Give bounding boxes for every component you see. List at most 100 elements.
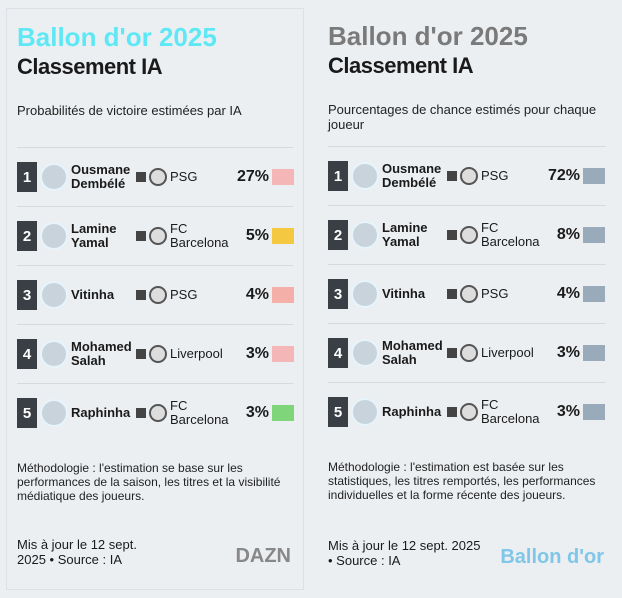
avatar <box>351 280 379 308</box>
subtitle: Probabilités de victoire estimées par IA <box>17 103 242 118</box>
nationality-icon <box>447 171 457 181</box>
player-row[interactable]: 1 Ousmane Dembélé PSG 27% <box>17 147 294 206</box>
player-name: Ousmane Dembélé <box>71 162 131 191</box>
probability: 3% <box>556 344 580 361</box>
club-crest-icon <box>149 286 167 304</box>
player-row[interactable]: 3 Vitinha PSG 4% <box>328 264 606 323</box>
rank-badge: 4 <box>328 338 348 368</box>
club-crest-icon <box>460 285 478 303</box>
nationality-icon <box>136 172 146 182</box>
player-name: Vitinha <box>382 286 426 301</box>
kicker: Ballon d'or 2025 <box>328 21 528 51</box>
rank-badge: 3 <box>17 280 37 310</box>
player-name: Mohamed Salah <box>382 338 443 367</box>
nationality-icon <box>136 408 146 418</box>
country-flag-icon <box>583 286 605 302</box>
club-crest-icon <box>460 167 478 185</box>
logo: Ballon d'or <box>500 546 604 568</box>
club-crest-icon <box>460 403 478 421</box>
player-row[interactable]: 2 Lamine Yamal FC Barcelona 5% <box>17 206 294 265</box>
club-crest-icon <box>460 226 478 244</box>
club-name: FC Barcelona <box>170 398 229 427</box>
club-name: PSG <box>481 168 509 183</box>
rank-badge: 5 <box>328 397 348 427</box>
logo: DAZN <box>235 545 291 567</box>
club-crest-icon <box>149 168 167 186</box>
player-name: Vitinha <box>71 287 115 302</box>
club-crest-icon <box>149 345 167 363</box>
probability: 4% <box>245 286 269 303</box>
page-title: Classement IA <box>17 54 163 79</box>
country-flag-icon <box>272 405 294 421</box>
subtitle: Pourcentages de chance estimés pour chaq… <box>328 102 597 132</box>
player-name: Mohamed Salah <box>71 339 132 368</box>
nationality-icon <box>447 407 457 417</box>
methodology-text: Méthodologie : l'estimation se base sur … <box>17 461 281 503</box>
country-flag-icon <box>583 345 605 361</box>
country-flag-icon <box>272 228 294 244</box>
avatar <box>40 163 68 191</box>
player-row[interactable]: 3 Vitinha PSG 4% <box>17 265 294 324</box>
club-name: FC Barcelona <box>170 221 229 250</box>
probability: 3% <box>245 345 269 362</box>
country-flag-icon <box>583 168 605 184</box>
nationality-icon <box>447 348 457 358</box>
rank-badge: 1 <box>328 161 348 191</box>
player-row[interactable]: 4 Mohamed Salah Liverpool 3% <box>328 323 606 382</box>
club-crest-icon <box>149 404 167 422</box>
player-name: Lamine Yamal <box>71 221 117 250</box>
club-name: PSG <box>170 287 198 302</box>
probability: 5% <box>245 227 269 244</box>
nationality-icon <box>447 289 457 299</box>
avatar <box>351 221 379 249</box>
player-row[interactable]: 5 Raphinha FC Barcelona 3% <box>17 383 294 442</box>
methodology-text: Méthodologie : l'estimation est basée su… <box>328 460 596 502</box>
country-flag-icon <box>583 227 605 243</box>
player-row[interactable]: 5 Raphinha FC Barcelona 3% <box>328 382 606 441</box>
avatar <box>351 339 379 367</box>
country-flag-icon <box>272 169 294 185</box>
avatar <box>40 340 68 368</box>
club-name: Liverpool <box>170 346 223 361</box>
club-crest-icon <box>460 344 478 362</box>
avatar <box>40 222 68 250</box>
probability: 8% <box>556 226 580 243</box>
nationality-icon <box>447 230 457 240</box>
nationality-icon <box>136 231 146 241</box>
probability: 72% <box>547 167 580 184</box>
player-row[interactable]: 4 Mohamed Salah Liverpool 3% <box>17 324 294 383</box>
right-panel: Ballon d'or 2025 Classement IA Pourcenta… <box>318 8 616 590</box>
club-name: FC Barcelona <box>481 220 540 249</box>
probability: 3% <box>556 403 580 420</box>
left-panel: Ballon d'or 2025 Classement IA Probabili… <box>6 8 304 590</box>
avatar <box>351 162 379 190</box>
player-name: Ousmane Dembélé <box>382 161 442 190</box>
update-meta: Mis à jour le 12 sept. 2025 • Source : I… <box>328 538 481 568</box>
nationality-icon <box>136 290 146 300</box>
rank-badge: 2 <box>17 221 37 251</box>
probability: 27% <box>236 168 269 185</box>
probability: 4% <box>556 285 580 302</box>
kicker: Ballon d'or 2025 <box>17 22 217 52</box>
country-flag-icon <box>583 404 605 420</box>
player-row[interactable]: 2 Lamine Yamal FC Barcelona 8% <box>328 205 606 264</box>
rank-badge: 2 <box>328 220 348 250</box>
avatar <box>351 398 379 426</box>
country-flag-icon <box>272 287 294 303</box>
club-name: PSG <box>481 286 509 301</box>
player-name: Lamine Yamal <box>382 220 428 249</box>
player-row[interactable]: 1 Ousmane Dembélé PSG 72% <box>328 146 606 205</box>
rank-badge: 3 <box>328 279 348 309</box>
rank-badge: 4 <box>17 339 37 369</box>
page-title: Classement IA <box>328 53 474 78</box>
nationality-icon <box>136 349 146 359</box>
club-crest-icon <box>149 227 167 245</box>
club-name: FC Barcelona <box>481 397 540 426</box>
country-flag-icon <box>272 346 294 362</box>
club-name: Liverpool <box>481 345 534 360</box>
player-name: Raphinha <box>382 404 442 419</box>
avatar <box>40 399 68 427</box>
club-name: PSG <box>170 169 198 184</box>
update-meta: Mis à jour le 12 sept. 2025 • Source : I… <box>17 537 137 567</box>
avatar <box>40 281 68 309</box>
